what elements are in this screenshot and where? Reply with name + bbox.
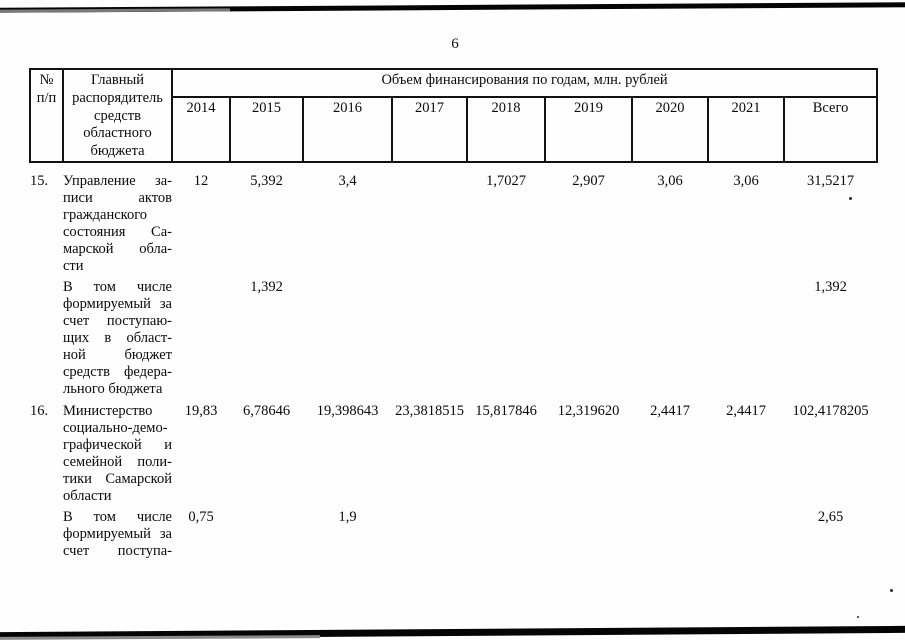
table-row-15: 15. Управление за- писи актов гражданско… xyxy=(30,162,877,275)
row-number xyxy=(30,275,63,398)
header-cell-year-2017: 2017 xyxy=(391,96,468,163)
value-cell-2018: 15,817846 xyxy=(475,402,537,419)
name-line: графической и xyxy=(63,436,172,453)
table-row-15-federal-sub: В том числе формируемый за счет поступаю… xyxy=(30,275,877,398)
header-cell-year-2018: 2018 xyxy=(466,96,546,163)
value-cell-2016: 3,4 xyxy=(338,172,357,189)
value-cell-2021: 2,4417 xyxy=(726,402,766,419)
value-cell-2015 xyxy=(230,505,303,560)
value-cell-2016 xyxy=(303,275,392,398)
row-number xyxy=(30,505,63,560)
value-cell-2017 xyxy=(392,505,467,560)
page-number: 6 xyxy=(451,36,459,52)
scan-dot-artifact xyxy=(890,589,893,592)
header-cell-year-2015: 2015 xyxy=(229,96,304,163)
value-cell-2015: 6,78646 xyxy=(242,402,291,419)
scan-artifact-bottom-smear xyxy=(0,635,321,640)
name-line: марской обла- xyxy=(63,240,172,257)
header-cell-year-2020: 2020 xyxy=(631,96,709,163)
name-line: Министерство xyxy=(63,402,153,419)
name-line: льного бюджета xyxy=(63,380,163,397)
value-cell-2016: 19,398643 xyxy=(316,402,379,419)
header-cell-manager: Главный распорядитель средств областного… xyxy=(62,68,173,163)
name-line: В том числе xyxy=(63,278,172,295)
header-cell-year-2019: 2019 xyxy=(544,96,633,163)
value-cell-2016: 1,9 xyxy=(338,508,357,525)
value-cell-2014: 0,75 xyxy=(188,508,214,525)
value-cell-2020: 2,4417 xyxy=(650,402,690,419)
name-line: тики Самарской xyxy=(63,470,172,487)
header-cell-row-number: № п/п xyxy=(29,68,64,163)
value-cell-2015: 1,392 xyxy=(250,278,283,295)
name-line: сти xyxy=(63,257,84,274)
value-cell-2018 xyxy=(467,275,545,398)
header-cell-year-2014: 2014 xyxy=(171,96,231,163)
value-cell-2019: 12,319620 xyxy=(557,402,620,419)
name-line: гражданского xyxy=(63,206,148,223)
value-cell-2017 xyxy=(392,275,467,398)
value-cell-2020 xyxy=(632,275,708,398)
value-cell-2021: 3,06 xyxy=(733,172,759,189)
row-number: 16. xyxy=(30,402,49,419)
value-cell-total: 102,4178205 xyxy=(792,402,869,419)
value-cell-2018: 1,7027 xyxy=(486,172,526,189)
value-cell-total: 2,65 xyxy=(817,508,844,525)
name-line: писи актов xyxy=(63,189,172,206)
value-cell-2014: 19,83 xyxy=(184,402,218,419)
scan-dot-artifact xyxy=(857,616,859,618)
financing-table: № п/п Главный распорядитель средств обла… xyxy=(29,67,879,560)
value-cell-2017: 23,3818515 xyxy=(395,402,464,419)
value-cell-total: 1,392 xyxy=(814,278,847,295)
name-line: счет поступа- xyxy=(63,542,172,559)
value-cell-2014: 12 xyxy=(193,172,209,189)
value-cell-2019: 2,907 xyxy=(572,172,605,189)
name-line: ной бюджет xyxy=(63,346,172,363)
row-number: 15. xyxy=(30,172,49,189)
value-cell-2019 xyxy=(545,275,632,398)
value-cell-2021 xyxy=(708,275,784,398)
name-line: формируемый за xyxy=(63,525,172,542)
table-row-16: 16. Министерство социально-демо- графиче… xyxy=(30,398,877,505)
manager-name-cell: В том числе формируемый за счет поступа- xyxy=(63,505,172,560)
name-line: щих в област- xyxy=(63,329,172,346)
name-line: социально-демо- xyxy=(63,419,168,436)
name-line: Управление за- xyxy=(63,172,172,189)
name-line: формируемый за xyxy=(63,295,172,312)
header-cell-total: Всего xyxy=(782,96,879,163)
name-line: состояния Са- xyxy=(63,223,172,240)
value-cell-2017 xyxy=(392,162,467,275)
name-line: области xyxy=(63,487,112,504)
header-cell-financing-span: Объем финансирования по годам, млн. рубл… xyxy=(170,67,879,99)
value-cell-2015: 5,392 xyxy=(250,172,283,189)
manager-name-cell: В том числе формируемый за счет поступаю… xyxy=(63,275,172,398)
manager-name-cell: Управление за- писи актов гражданского с… xyxy=(63,162,172,275)
header-cell-year-2016: 2016 xyxy=(302,96,393,163)
value-cell-total: 31,5217 xyxy=(806,172,855,189)
value-cell-2018 xyxy=(467,505,545,560)
name-line: В том числе xyxy=(63,508,172,525)
name-line: счет поступаю- xyxy=(63,312,172,329)
value-cell-2020 xyxy=(632,505,708,560)
value-cell-2020: 3,06 xyxy=(657,172,683,189)
value-cell-2014 xyxy=(172,275,230,398)
table-row-16-federal-sub: В том числе формируемый за счет поступа-… xyxy=(30,505,877,560)
name-line: средств федера- xyxy=(63,363,172,380)
header-cell-year-2021: 2021 xyxy=(707,96,785,163)
name-line: семейной поли- xyxy=(63,453,172,470)
scan-dot-artifact xyxy=(849,197,852,200)
scan-artifact-top-smear xyxy=(0,8,231,13)
value-cell-2019 xyxy=(545,505,632,560)
value-cell-2021 xyxy=(708,505,784,560)
manager-name-cell: Министерство социально-демо- графической… xyxy=(63,398,172,505)
